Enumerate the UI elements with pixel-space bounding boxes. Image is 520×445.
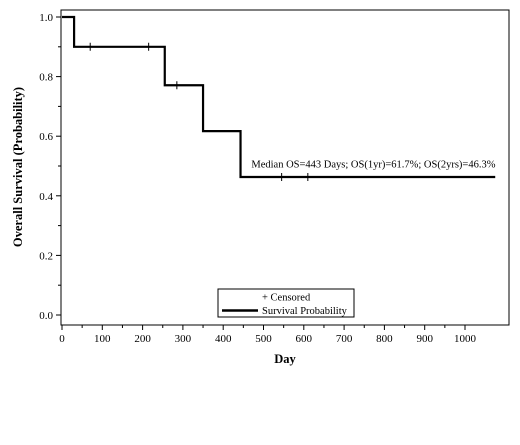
legend-entry-censored: + Censored (262, 293, 311, 304)
legend-entry-survival: Survival Probability (262, 306, 348, 317)
median-os-annotation: Median OS=443 Days; OS(1yr)=61.7%; OS(2y… (251, 159, 495, 170)
plot-frame (60, 9, 510, 326)
x-tick-label: 700 (336, 333, 353, 345)
legend-box (217, 288, 355, 318)
y-axis-title: Overall Survival (Probability) (11, 87, 25, 247)
x-tick-label: 800 (376, 333, 393, 345)
censor-mark (86, 42, 95, 51)
survival-curve-group (62, 15, 496, 179)
survival-curve-line (62, 15, 496, 179)
x-tick-label: 900 (416, 333, 433, 345)
x-tick-label: 0 (59, 333, 65, 345)
censor-mark (303, 173, 312, 182)
x-tick-label: 400 (215, 333, 232, 345)
x-tick-label: 200 (134, 333, 151, 345)
axis-ticks: 0 100 200 300 400 500 600 700 800 900 1000 0.0 0.2 0.… (39, 12, 476, 345)
x-tick-label: 600 (296, 333, 313, 345)
y-tick-label: 0.4 (39, 191, 53, 203)
y-tick-label: 0.0 (39, 310, 53, 322)
y-tick-label: 0.2 (39, 250, 53, 262)
y-tick-label: 0.6 (39, 131, 53, 143)
censor-marks-group (86, 42, 312, 182)
legend: + Censored Survival Probability (217, 288, 355, 318)
y-tick-label: 1.0 (39, 12, 53, 24)
y-tick-label: 0.8 (39, 72, 53, 84)
x-axis-title: Day (274, 352, 296, 366)
censor-mark (144, 42, 153, 51)
censor-mark (172, 81, 181, 90)
x-tick-label: 300 (175, 333, 192, 345)
x-tick-label: 100 (94, 333, 111, 345)
x-tick-label: 500 (255, 333, 272, 345)
censor-mark (277, 173, 286, 182)
x-tick-label: 1000 (454, 333, 477, 345)
